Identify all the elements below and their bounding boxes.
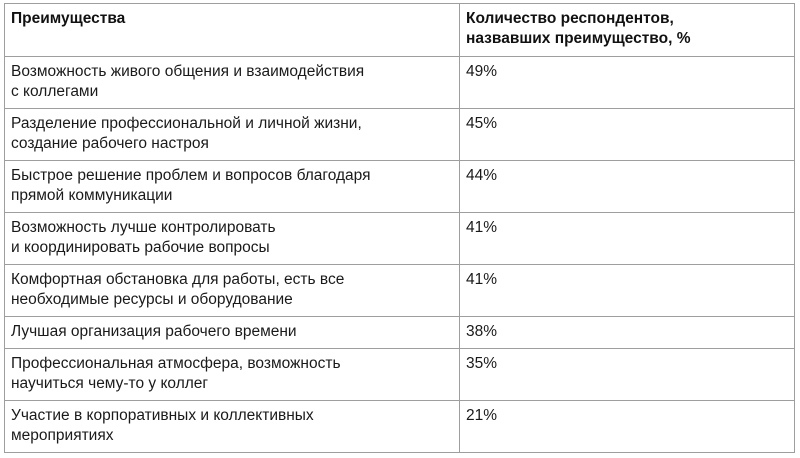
advantage-cell: Быстрое решение проблем и вопросов благо… [4,160,460,213]
header-respondents: Количество респондентов, назвавших преим… [459,3,795,57]
table-row: Возможность лучше контролировать и коорд… [4,212,795,265]
advantage-text-line2: создание рабочего настроя [11,135,209,152]
table-header-row: Преимущества Количество респондентов, на… [4,3,795,57]
header-respondents-line1: Количество респондентов, [466,10,674,27]
table-row: Возможность живого общения и взаимодейст… [4,56,795,109]
header-respondents-line2: назвавших преимущество, % [466,30,691,47]
advantage-text-line1: Быстрое решение проблем и вопросов благо… [11,167,371,184]
table-row: Разделение профессиональной и личной жиз… [4,108,795,161]
advantage-text-line1: Участие в корпоративных и коллективных [11,407,314,424]
advantage-text-line1: Возможность живого общения и взаимодейст… [11,63,365,80]
advantages-table: Преимущества Количество респондентов, на… [4,3,795,453]
percent-cell: 21% [459,400,795,453]
advantage-cell: Возможность живого общения и взаимодейст… [4,56,460,109]
advantage-cell: Разделение профессиональной и личной жиз… [4,108,460,161]
advantage-text-line1: Лучшая организация рабочего времени [11,323,297,340]
percent-cell: 41% [459,264,795,317]
advantage-cell: Возможность лучше контролировать и коорд… [4,212,460,265]
advantage-cell: Лучшая организация рабочего времени [4,316,460,349]
table-row: Быстрое решение проблем и вопросов благо… [4,160,795,213]
advantage-cell: Участие в корпоративных и коллективных м… [4,400,460,453]
advantage-text-line2: мероприятиях [11,427,114,444]
percent-cell: 49% [459,56,795,109]
table-row: Участие в корпоративных и коллективных м… [4,400,795,453]
advantage-text-line2: научиться чему-то у коллег [11,375,209,392]
percent-cell: 45% [459,108,795,161]
percent-cell: 38% [459,316,795,349]
advantage-text-line1: Разделение профессиональной и личной жиз… [11,115,362,132]
table-row: Профессиональная атмосфера, возможность … [4,348,795,401]
advantage-text-line2: и координировать рабочие вопросы [11,239,270,256]
advantage-text-line2: с коллегами [11,83,99,100]
advantage-text-line2: прямой коммуникации [11,187,173,204]
table-row: Комфортная обстановка для работы, есть в… [4,264,795,317]
advantage-text-line1: Возможность лучше контролировать [11,219,276,236]
advantage-text-line2: необходимые ресурсы и оборудование [11,291,293,308]
percent-cell: 35% [459,348,795,401]
percent-cell: 44% [459,160,795,213]
header-advantages-label: Преимущества [11,10,126,27]
percent-cell: 41% [459,212,795,265]
advantage-text-line1: Комфортная обстановка для работы, есть в… [11,271,345,288]
advantage-cell: Профессиональная атмосфера, возможность … [4,348,460,401]
advantage-text-line1: Профессиональная атмосфера, возможность [11,355,341,372]
header-advantages: Преимущества [4,3,460,57]
table-row: Лучшая организация рабочего времени 38% [4,316,795,349]
advantage-cell: Комфортная обстановка для работы, есть в… [4,264,460,317]
